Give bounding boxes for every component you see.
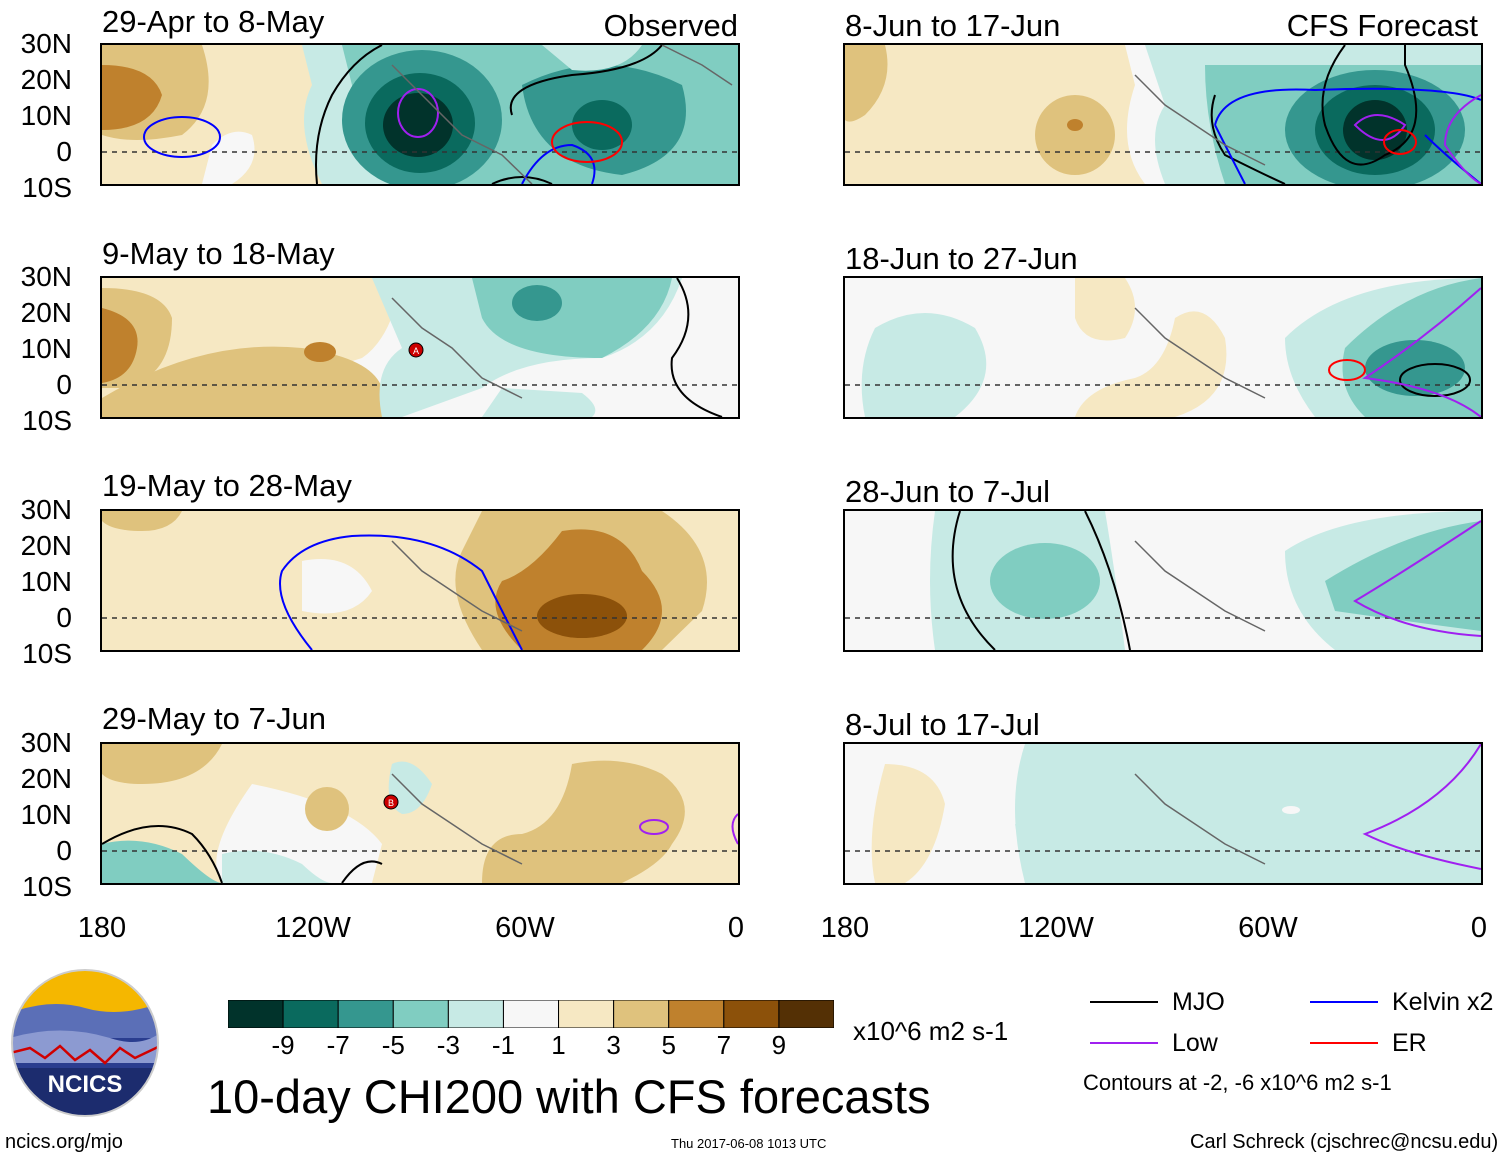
storm-marker-b: B xyxy=(388,798,394,808)
legend-label-low: Low xyxy=(1172,1029,1218,1057)
colorbar xyxy=(227,999,835,1029)
lon-label: 180 xyxy=(820,912,870,944)
lat-label: 10S xyxy=(22,172,72,203)
colorbar-tick-label: -5 xyxy=(381,1030,405,1060)
colorbar-tick-label: -3 xyxy=(436,1030,460,1060)
storm-marker-a: A xyxy=(413,346,419,356)
map-panel-r2 xyxy=(843,276,1483,419)
legend-label-mjo: MJO xyxy=(1172,988,1225,1016)
lon-label: 120W xyxy=(1018,912,1094,944)
lat-label: 30N xyxy=(20,494,72,525)
lat-label: 0 xyxy=(56,835,72,866)
colorbar-swatch xyxy=(723,999,780,1029)
lat-label: 30N xyxy=(20,28,72,59)
lat-label: 0 xyxy=(56,602,72,633)
colorbar-units: x10^6 m2 s-1 xyxy=(853,1016,1009,1046)
map-panel-l3 xyxy=(100,509,740,652)
panel-title-r2: 18-Jun to 27-Jun xyxy=(845,241,1078,276)
colorbar-tick-label: -1 xyxy=(491,1030,516,1060)
colorbar-swatch xyxy=(558,999,615,1029)
lat-label: 20N xyxy=(20,530,72,561)
map-panel-l4: B xyxy=(100,742,740,885)
colorbar-tick-label: 5 xyxy=(661,1030,676,1060)
colorbar-tick-label: 3 xyxy=(606,1030,621,1060)
lat-label: 10N xyxy=(20,566,72,597)
colorbar-swatch xyxy=(613,999,670,1029)
timestamp: Thu 2017-06-08 1013 UTC xyxy=(671,1136,827,1151)
lat-label: 10S xyxy=(22,871,72,902)
map-panel-r4 xyxy=(843,742,1483,885)
colorbar-swatch xyxy=(337,999,394,1029)
lon-label: 180 xyxy=(77,912,127,944)
colorbar-tick-label: 9 xyxy=(771,1030,787,1060)
lon-label: 120W xyxy=(275,912,351,944)
legend-line-mjo xyxy=(1090,1001,1158,1003)
logo-text: NCICS xyxy=(48,1071,123,1098)
colorbar-swatch xyxy=(668,999,725,1029)
map-panel-r3 xyxy=(843,509,1483,652)
panel-title-l4: 29-May to 7-Jun xyxy=(102,701,326,736)
legend-note: Contours at -2, -6 x10^6 m2 s-1 xyxy=(1083,1070,1392,1095)
legend-line-low xyxy=(1090,1042,1158,1044)
author-credit: Carl Schreck (cjschrec@ncsu.edu) xyxy=(1190,1131,1499,1153)
panel-title-r1: 8-Jun to 17-Jun xyxy=(845,8,1061,43)
legend-line-kelvin xyxy=(1310,1001,1378,1003)
legend-line-er xyxy=(1310,1042,1378,1044)
colorbar-tick-label: 7 xyxy=(716,1030,732,1060)
lat-label: 0 xyxy=(56,369,72,400)
colorbar-swatch xyxy=(778,999,835,1029)
colorbar-tick-label: -9 xyxy=(271,1030,295,1060)
figure-title: 10-day CHI200 with CFS forecasts xyxy=(207,1070,931,1123)
map-panel-l2: A xyxy=(100,276,740,419)
legend-label-kelvin: Kelvin x2 xyxy=(1392,988,1494,1016)
map-panel-l1 xyxy=(100,43,740,186)
colorbar-tick-label: 1 xyxy=(551,1030,566,1060)
panel-title-r3: 28-Jun to 7-Jul xyxy=(845,474,1051,509)
source-url[interactable]: ncics.org/mjo xyxy=(5,1131,123,1153)
lat-label: 10N xyxy=(20,333,72,364)
panel-title-l1: 29-Apr to 8-May xyxy=(102,4,325,39)
lat-label: 20N xyxy=(20,763,72,794)
legend-label-er: ER xyxy=(1392,1029,1427,1057)
lat-label: 20N xyxy=(20,297,72,328)
colorbar-tick-label: -7 xyxy=(326,1030,350,1060)
colorbar-swatch xyxy=(447,999,504,1029)
lat-label: 20N xyxy=(20,64,72,95)
colorbar-swatch xyxy=(392,999,449,1029)
panel-title-l2: 9-May to 18-May xyxy=(102,236,335,271)
panel-title-r4: 8-Jul to 17-Jul xyxy=(845,707,1040,742)
colorbar-swatch xyxy=(227,999,284,1029)
lat-label: 30N xyxy=(20,727,72,758)
lat-label: 10N xyxy=(20,799,72,830)
lon-label: 60W xyxy=(1238,912,1298,944)
colorbar-swatch xyxy=(282,999,339,1029)
lat-label: 10N xyxy=(20,100,72,131)
lon-label: 0 xyxy=(1470,912,1488,944)
lat-label: 0 xyxy=(56,136,72,167)
observed-label: Observed xyxy=(603,8,738,43)
colorbar-swatch xyxy=(502,999,560,1029)
lon-label: 60W xyxy=(495,912,555,944)
lat-label: 10S xyxy=(22,405,72,436)
cfs-forecast-label: CFS Forecast xyxy=(1286,8,1478,43)
lat-label: 10S xyxy=(22,638,72,669)
ncics-logo: NCICS xyxy=(10,968,160,1118)
lat-label: 30N xyxy=(20,261,72,292)
lon-label: 0 xyxy=(727,912,745,944)
map-panel-r1 xyxy=(843,43,1483,186)
panel-title-l3: 19-May to 28-May xyxy=(102,468,352,503)
